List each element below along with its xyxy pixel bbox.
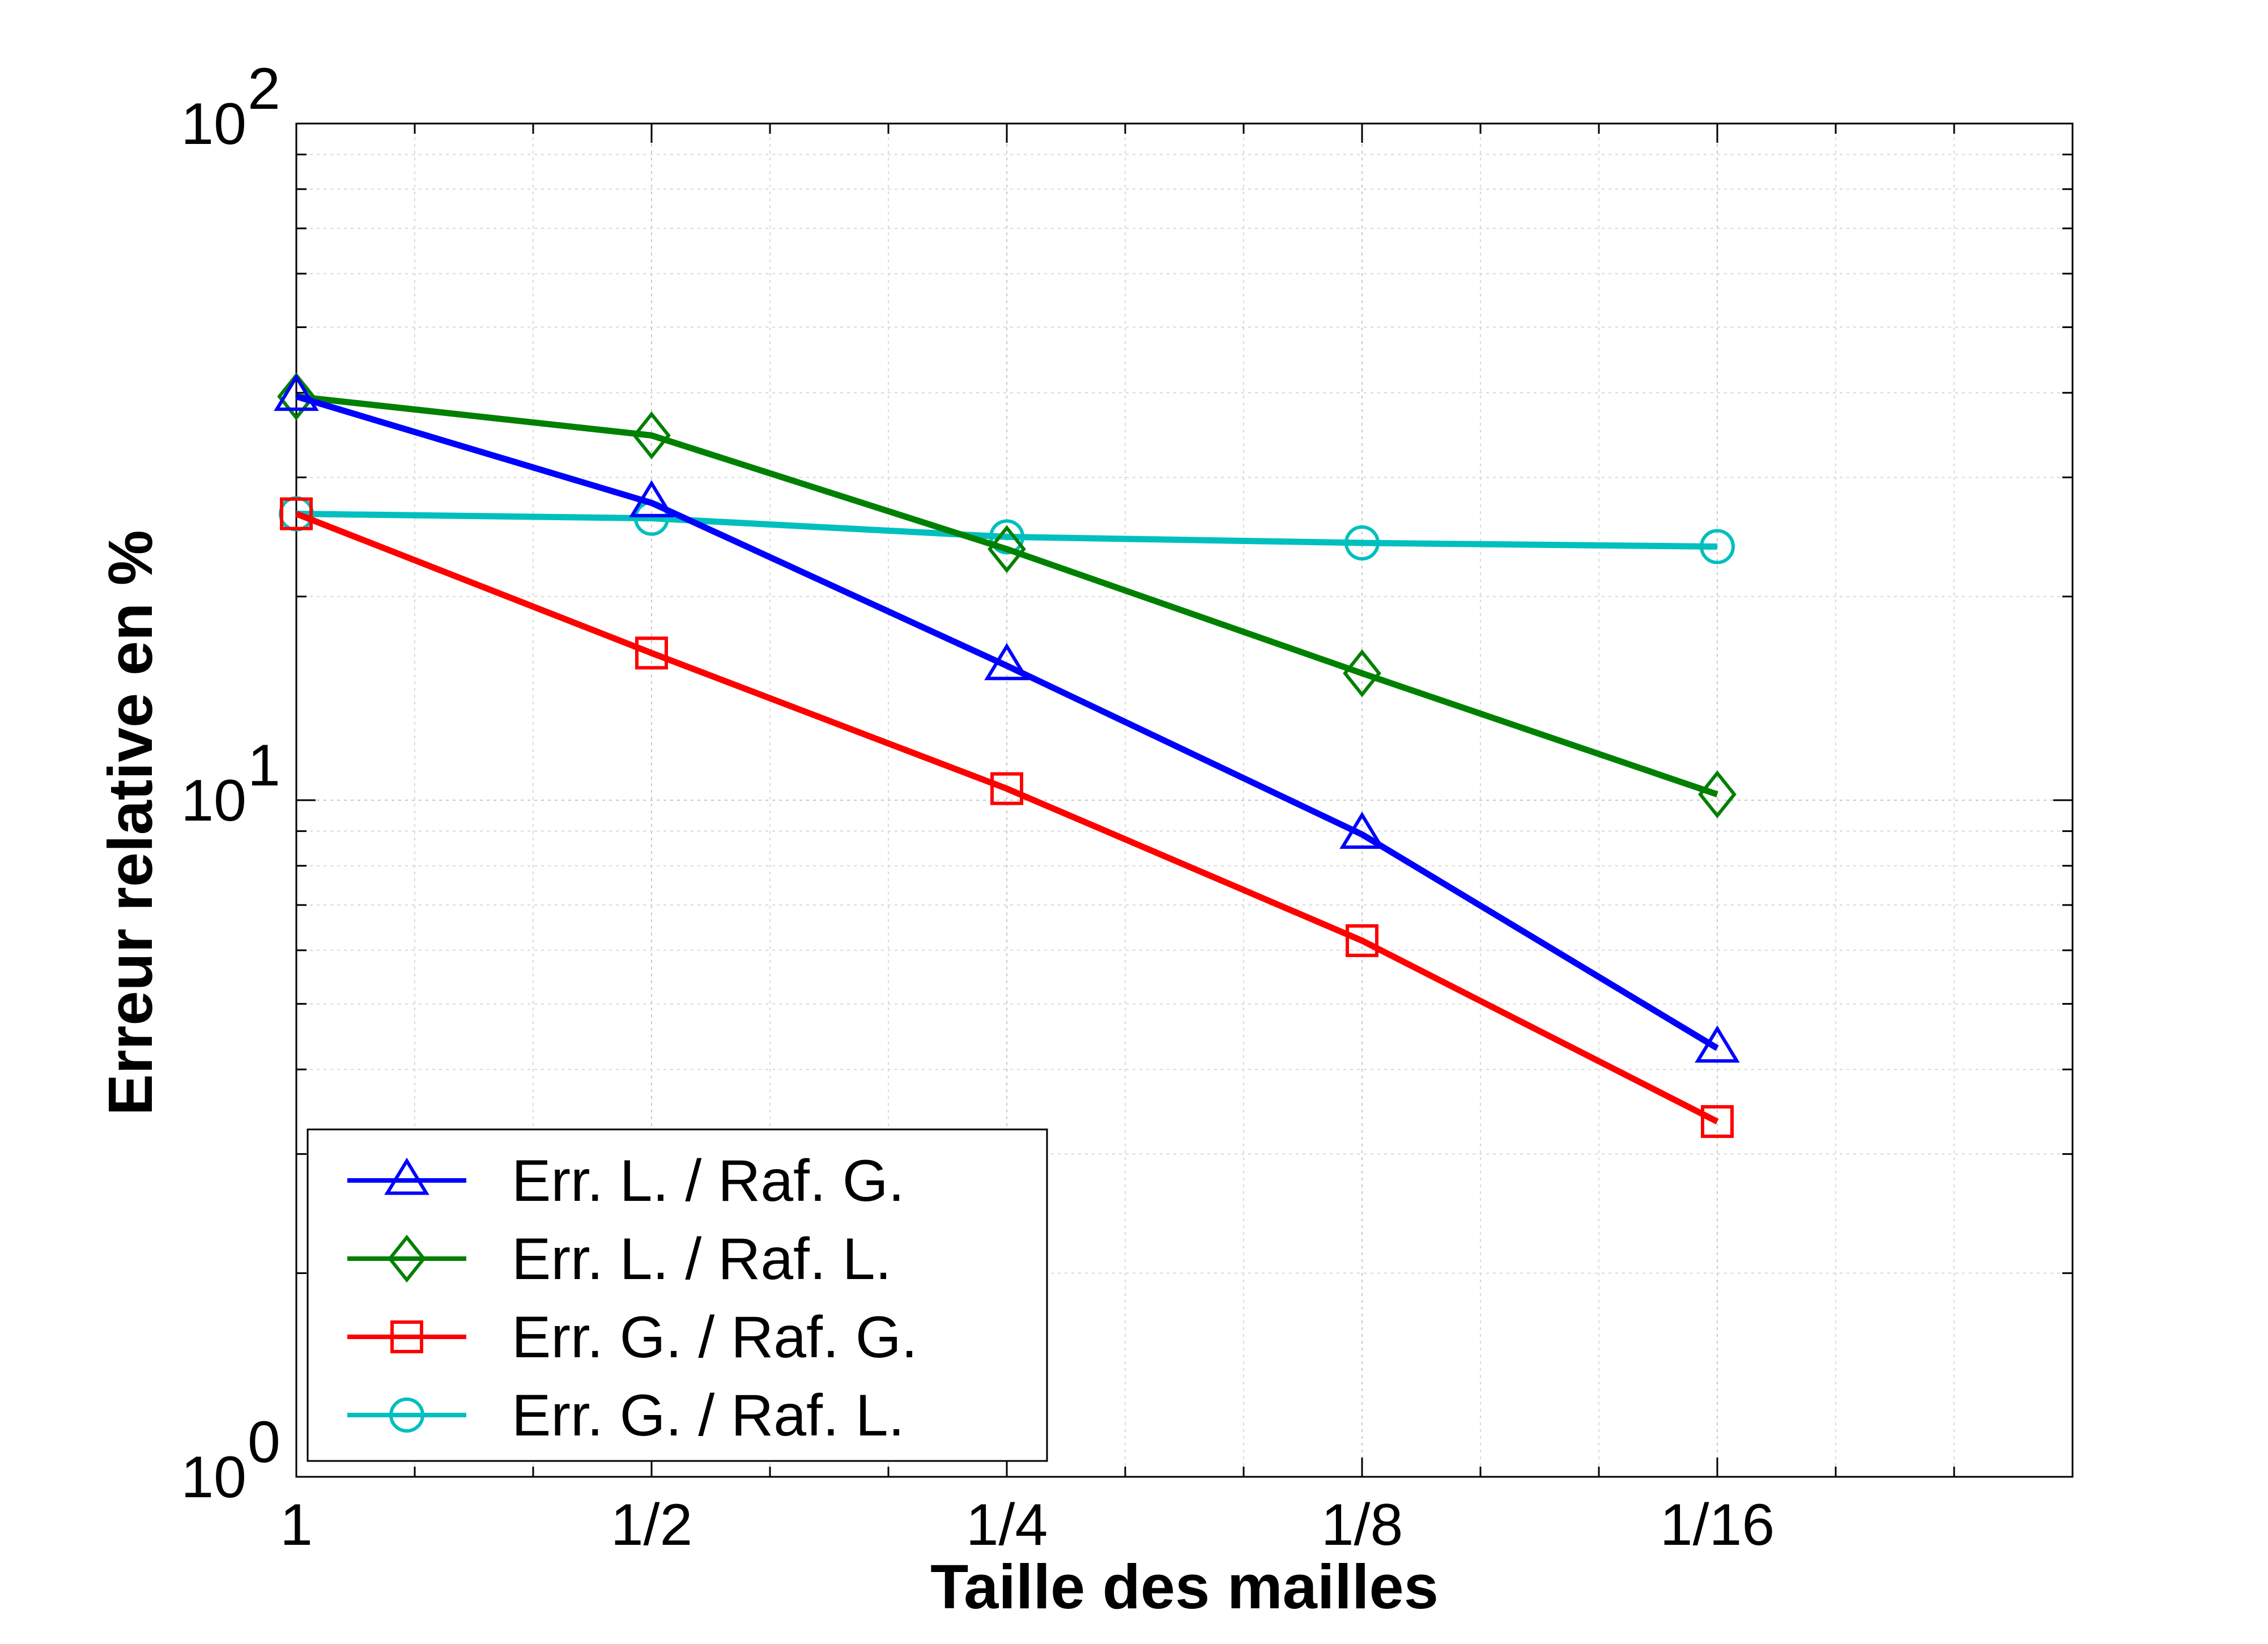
triangle-marker [629, 480, 674, 517]
circle-marker [1700, 529, 1735, 564]
circle-marker [389, 1397, 424, 1433]
triangle-marker [1695, 1025, 1740, 1063]
legend-label: Err. L. / Raf. L. [512, 1226, 891, 1292]
legend-box [307, 1128, 1048, 1462]
y-tick-label: 102 [181, 56, 280, 157]
square-marker [990, 772, 1023, 805]
series-line [296, 511, 1718, 550]
legend: Err. L. / Raf. G. Err. L. / Raf. L. Err. G… [307, 1128, 1048, 1462]
y-tick-base: 10 [181, 768, 246, 834]
y-tick-base: 10 [181, 91, 246, 157]
series-line [295, 393, 1719, 1051]
square-marker [1701, 1105, 1734, 1139]
y-tick-exponent: 0 [248, 1409, 280, 1475]
series-1 [274, 373, 1740, 1063]
y-tick-exponent: 1 [248, 733, 280, 798]
diamond-marker [388, 1234, 426, 1283]
x-tick-label: 1/4 [966, 1492, 1048, 1558]
diamond-marker [1343, 649, 1381, 698]
square-marker [635, 636, 668, 670]
x-tick-label: 1 [280, 1492, 313, 1558]
square-marker [1346, 924, 1378, 957]
grid [296, 124, 2073, 1477]
y-tick-label: 100 [181, 1409, 280, 1510]
series-group [274, 372, 1740, 1139]
legend-entry: Err. G. / Raf. L. [347, 1383, 905, 1448]
diamond-marker [632, 411, 671, 460]
legend-label: Err. L. / Raf. G. [512, 1148, 905, 1214]
legend-entry: Err. L. / Raf. G. [347, 1148, 905, 1214]
series-2 [277, 372, 1737, 819]
x-axis-title: Taille des mailles [930, 1552, 1439, 1622]
triangle-marker [274, 373, 319, 411]
series-line [295, 511, 1719, 1124]
x-tick-label: 1/8 [1321, 1492, 1403, 1558]
diamond-marker [277, 372, 316, 420]
circle-marker [1344, 525, 1380, 561]
series-line [296, 393, 1718, 797]
triangle-marker [984, 643, 1029, 681]
x-tick-label: 1/2 [611, 1492, 693, 1558]
circle-marker [989, 519, 1024, 555]
y-axis-title: Erreur relative en % [96, 530, 165, 1115]
x-tick-label: 1/16 [1660, 1492, 1775, 1558]
y-tick-base: 10 [181, 1445, 246, 1510]
diamond-marker [1698, 770, 1737, 819]
legend-label: Err. G. / Raf. L. [512, 1383, 905, 1448]
axis-ticks [295, 122, 2073, 1478]
series-3 [280, 497, 1734, 1139]
triangle-marker [1339, 812, 1385, 849]
diamond-marker [988, 525, 1026, 574]
legend-entry: Err. G. / Raf. G. [347, 1305, 918, 1370]
square-marker [280, 497, 313, 530]
square-marker [390, 1320, 423, 1353]
legend-label: Err. G. / Raf. G. [512, 1305, 918, 1370]
triangle-marker [384, 1157, 429, 1195]
y-tick-exponent: 2 [248, 56, 280, 122]
legend-entry: Err. L. / Raf. L. [347, 1226, 891, 1292]
y-tick-label: 101 [181, 733, 280, 834]
